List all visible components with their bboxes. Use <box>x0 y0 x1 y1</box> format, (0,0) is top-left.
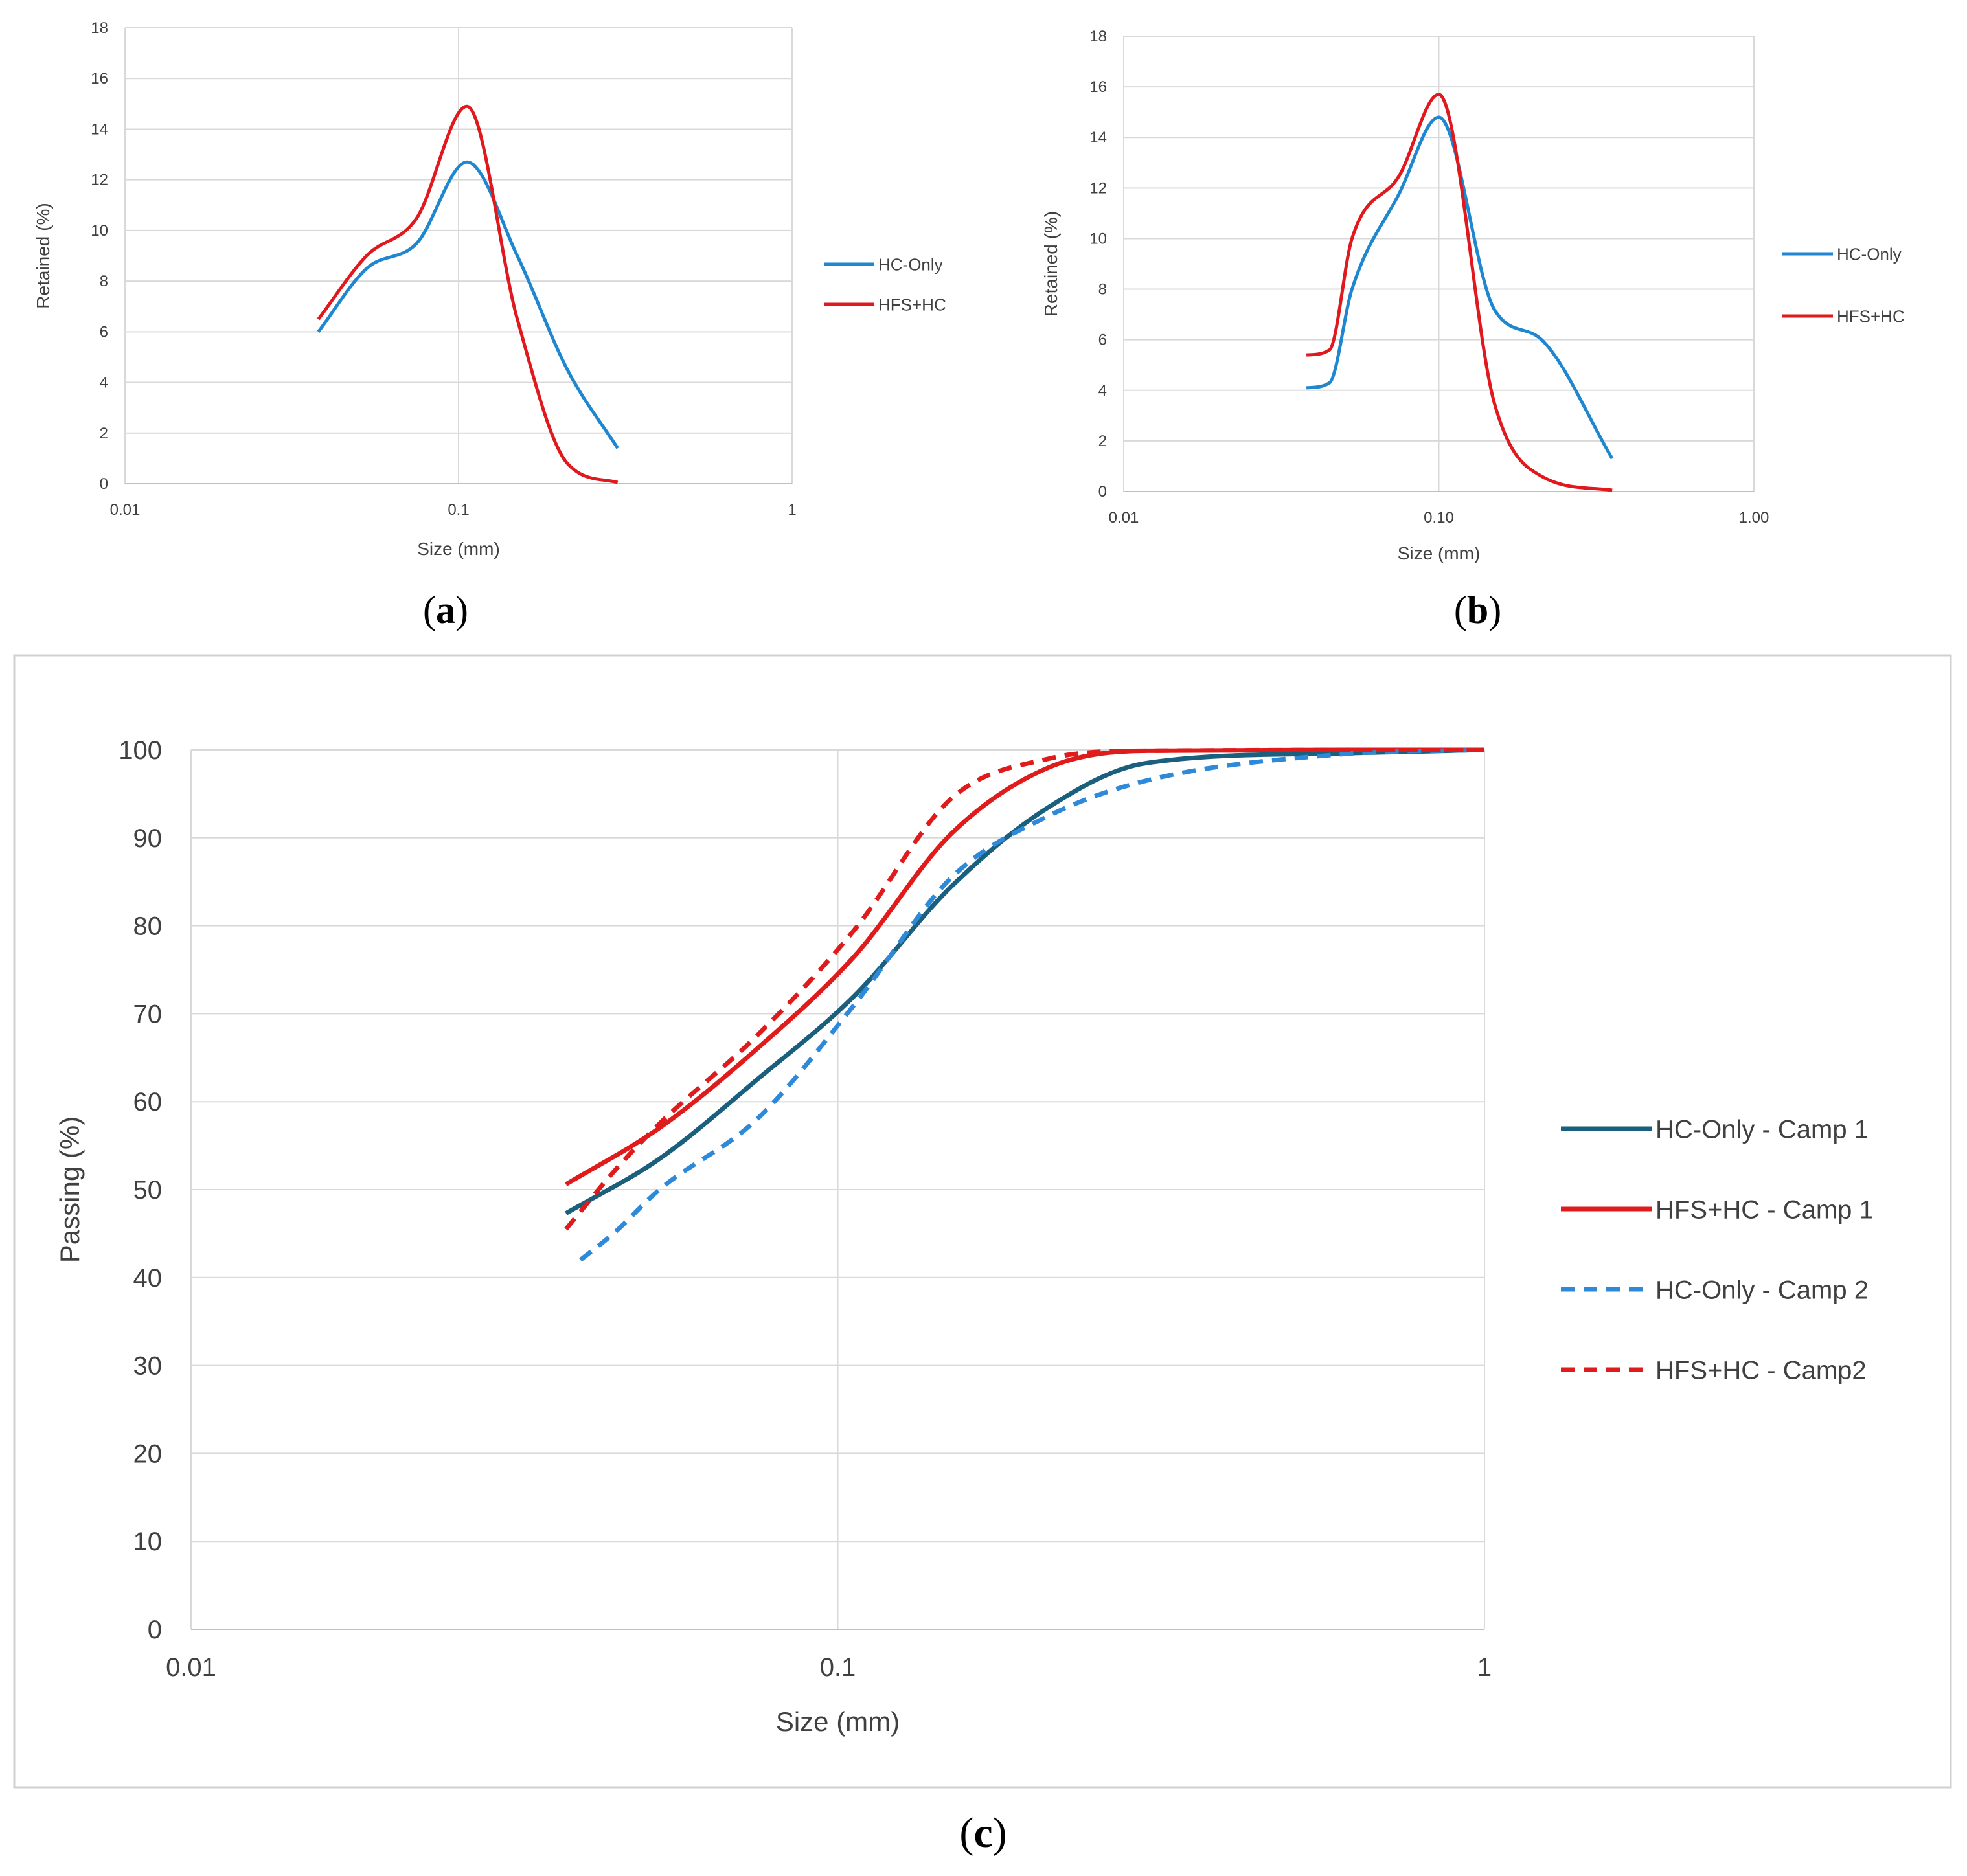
y-tick-label: 12 <box>91 172 108 189</box>
y-tick-label: 30 <box>133 1352 163 1381</box>
x-tick-label: 0.01 <box>1109 509 1139 526</box>
y-tick-label: 0 <box>100 475 108 493</box>
y-tick-label: 50 <box>133 1176 163 1204</box>
y-tick-label: 12 <box>1089 179 1107 197</box>
y-tick-label: 8 <box>1098 281 1107 299</box>
legend-label: HFS+HC - Camp 1 <box>1655 1195 1874 1224</box>
y-tick-label: 40 <box>133 1264 163 1293</box>
y-tick-label: 16 <box>91 70 108 87</box>
x-tick-label: 0.01 <box>110 501 141 519</box>
x-tick-label: 0.10 <box>1424 509 1454 526</box>
x-axis-title: Size (mm) <box>776 1706 900 1737</box>
y-tick-label: 8 <box>100 273 108 290</box>
panel-label: (a) <box>423 589 468 631</box>
x-axis-title: Size (mm) <box>1398 543 1481 563</box>
y-axis-title: Retained (%) <box>1041 211 1061 317</box>
y-tick-label: 60 <box>133 1088 163 1116</box>
series-line-hc-only-camp-2 <box>579 747 1485 1262</box>
panel-c: 0 10 20 30 40 50 60 70 80 90 100 0.01 0.1 1 Size (mm) P… <box>13 654 1952 1857</box>
y-axis-title: Retained (%) <box>33 203 53 308</box>
x-tick-label: 1.00 <box>1739 509 1769 526</box>
y-tick-label: 10 <box>133 1528 163 1556</box>
y-tick-label: 0 <box>1098 483 1107 501</box>
legend-label: HC-Only <box>878 254 943 274</box>
y-tick-label: 4 <box>100 374 108 392</box>
series-line-hfs-hc-camp2 <box>564 747 1485 1231</box>
x-tick-label: 1 <box>1477 1653 1492 1682</box>
x-tick-label: 0.1 <box>448 501 469 519</box>
y-tick-label: 2 <box>1098 433 1107 450</box>
series-line-hfs-hc <box>317 104 619 484</box>
series-line-hc-only <box>1306 115 1614 460</box>
chart-frame <box>13 654 1952 1789</box>
y-tick-label: 20 <box>133 1440 163 1468</box>
y-tick-label: 18 <box>91 19 108 37</box>
y-tick-label: 14 <box>1089 129 1107 146</box>
x-axis-title: Size (mm) <box>417 539 500 559</box>
panel-b: 0 2 4 6 8 10 12 14 16 18 0.01 0.10 1.00 Size (mm) Reta… <box>1041 28 1905 631</box>
y-tick-label: 100 <box>119 736 162 765</box>
legend-label: HC-Only - Camp 1 <box>1655 1115 1869 1144</box>
panel-label: (b) <box>1454 589 1501 631</box>
legend-label: HC-Only <box>1837 244 1902 264</box>
legend-label: HFS+HC <box>1837 306 1905 326</box>
legend-label: HFS+HC <box>878 295 946 314</box>
series-line-hfs-hc <box>1306 93 1613 492</box>
panel-label: (c) <box>959 1809 1006 1857</box>
y-tick-label: 6 <box>100 323 108 341</box>
x-tick-label: 1 <box>788 501 796 519</box>
y-tick-label: 14 <box>91 120 108 138</box>
y-tick-label: 10 <box>91 222 108 240</box>
x-tick-label: 0.01 <box>166 1653 216 1682</box>
y-axis-title: Passing (%) <box>54 1116 85 1263</box>
legend-label: HC-Only - Camp 2 <box>1655 1276 1869 1304</box>
series-line-hc-only-camp-1 <box>565 747 1485 1215</box>
y-tick-label: 90 <box>133 824 163 853</box>
y-tick-label: 16 <box>1089 78 1107 96</box>
y-tick-label: 70 <box>133 1000 163 1028</box>
y-tick-label: 10 <box>1089 230 1107 247</box>
series-line-hc-only <box>317 160 619 449</box>
y-tick-label: 0 <box>148 1616 162 1644</box>
y-tick-label: 4 <box>1098 382 1107 400</box>
y-tick-label: 18 <box>1089 28 1107 45</box>
y-tick-label: 6 <box>1098 332 1107 349</box>
x-tick-label: 0.1 <box>820 1653 856 1682</box>
legend-label: HFS+HC - Camp2 <box>1655 1356 1867 1384</box>
y-tick-label: 2 <box>100 425 108 442</box>
y-tick-label: 80 <box>133 912 163 941</box>
panel-a: 0 2 4 6 8 10 12 14 16 18 0.01 0.1 1 Size (mm) Retained… <box>33 19 946 631</box>
